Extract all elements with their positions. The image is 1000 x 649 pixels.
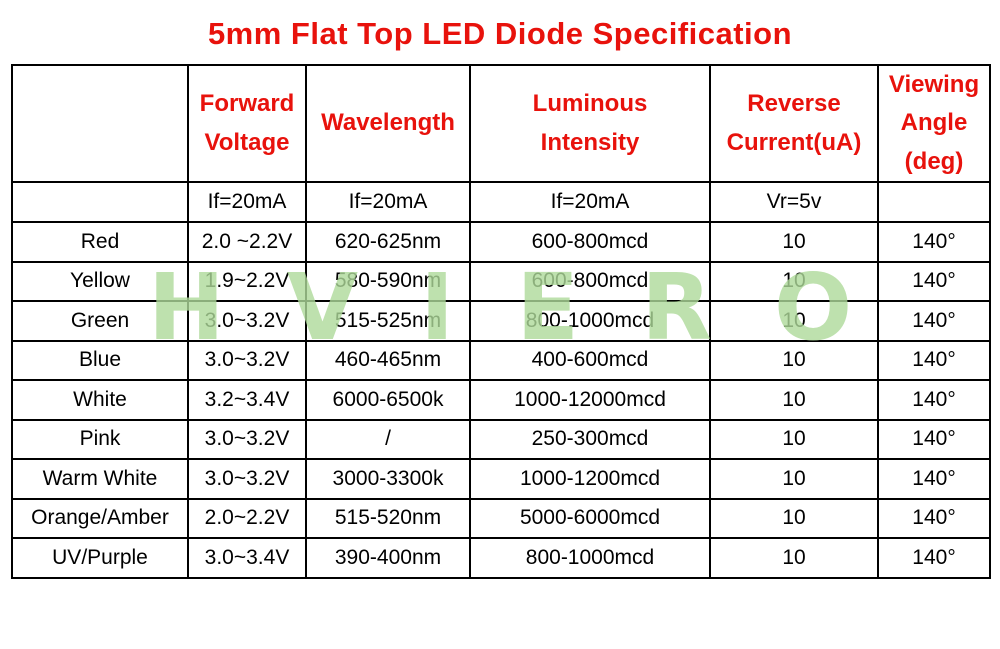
value-cell: 10 xyxy=(709,537,879,579)
table-row: Yellow 1.9~2.2V 580-590nm 600-800mcd 10 140° xyxy=(11,260,991,303)
value-cell: 2.0~2.2V xyxy=(187,497,307,540)
condition-cell-reverse-current: Vr=5v xyxy=(709,181,879,224)
value-cell: 390-400nm xyxy=(305,537,471,579)
value-cell: 140° xyxy=(877,221,991,263)
condition-cell-luminous-intensity: If=20mA xyxy=(469,181,711,224)
value-cell: 10 xyxy=(709,260,879,303)
table-row: Blue 3.0~3.2V 460-465nm 400-600mcd 10 140° xyxy=(11,339,991,382)
value-cell: 580-590nm xyxy=(305,260,471,303)
table-row: Red 2.0 ~2.2V 620-625nm 600-800mcd 10 140° xyxy=(11,221,991,263)
value-cell: 140° xyxy=(877,418,991,461)
condition-cell-empty xyxy=(11,181,189,224)
row-label-cell: Yellow xyxy=(11,260,189,303)
value-cell: 10 xyxy=(709,458,879,500)
header-cell-empty xyxy=(11,63,189,184)
value-cell: 140° xyxy=(877,497,991,540)
value-cell: / xyxy=(305,418,471,461)
value-cell: 5000-6000mcd xyxy=(469,497,711,540)
header-cell-viewing-angle: Viewing Angle (deg) xyxy=(877,63,991,184)
header-row-conditions: If=20mA If=20mA If=20mA Vr=5v xyxy=(11,181,991,224)
value-cell: 3000-3300k xyxy=(305,458,471,500)
spec-table-body: Red 2.0 ~2.2V 620-625nm 600-800mcd 10 140° Yel… xyxy=(11,221,991,579)
row-label-cell: Warm White xyxy=(11,458,189,500)
value-cell: 1000-12000mcd xyxy=(469,379,711,421)
table-row: Green 3.0~3.2V 515-525nm 800-1000mcd 10 140° xyxy=(11,300,991,342)
value-cell: 620-625nm xyxy=(305,221,471,263)
value-cell: 140° xyxy=(877,458,991,500)
value-cell: 6000-6500k xyxy=(305,379,471,421)
value-cell: 1.9~2.2V xyxy=(187,260,307,303)
spec-table: Forward Voltage Wavelength Luminous Inte… xyxy=(11,63,991,579)
value-cell: 140° xyxy=(877,379,991,421)
value-cell: 3.0~3.2V xyxy=(187,458,307,500)
condition-cell-forward-voltage: If=20mA xyxy=(187,181,307,224)
page: 5mm Flat Top LED Diode Specification For… xyxy=(0,16,1000,649)
value-cell: 2.0 ~2.2V xyxy=(187,221,307,263)
value-cell: 140° xyxy=(877,300,991,342)
header-cell-reverse-current: Reverse Current(uA) xyxy=(709,63,879,184)
value-cell: 10 xyxy=(709,339,879,382)
row-label-cell: Red xyxy=(11,221,189,263)
value-cell: 10 xyxy=(709,418,879,461)
header-cell-wavelength: Wavelength xyxy=(305,63,471,184)
value-cell: 800-1000mcd xyxy=(469,300,711,342)
value-cell: 10 xyxy=(709,497,879,540)
value-cell: 3.2~3.4V xyxy=(187,379,307,421)
value-cell: 10 xyxy=(709,300,879,342)
table-row: Warm White 3.0~3.2V 3000-3300k 1000-1200mcd… xyxy=(11,458,991,500)
value-cell: 250-300mcd xyxy=(469,418,711,461)
header-cell-forward-voltage: Forward Voltage xyxy=(187,63,307,184)
value-cell: 400-600mcd xyxy=(469,339,711,382)
table-row: Orange/Amber 2.0~2.2V 515-520nm 5000-6000mc… xyxy=(11,497,991,540)
row-label-cell: Pink xyxy=(11,418,189,461)
value-cell: 3.0~3.2V xyxy=(187,418,307,461)
value-cell: 800-1000mcd xyxy=(469,537,711,579)
value-cell: 1000-1200mcd xyxy=(469,458,711,500)
value-cell: 600-800mcd xyxy=(469,260,711,303)
condition-cell-viewing-angle xyxy=(877,181,991,224)
header-cell-luminous-intensity: Luminous Intensity xyxy=(469,63,711,184)
row-label-cell: Blue xyxy=(11,339,189,382)
value-cell: 10 xyxy=(709,221,879,263)
value-cell: 3.0~3.4V xyxy=(187,537,307,579)
table-row: UV/Purple 3.0~3.4V 390-400nm 800-1000mcd 10 1… xyxy=(11,537,991,579)
spec-table-container: Forward Voltage Wavelength Luminous Inte… xyxy=(11,63,991,579)
row-label-cell: Orange/Amber xyxy=(11,497,189,540)
value-cell: 10 xyxy=(709,379,879,421)
table-row: Pink 3.0~3.2V/250-300mcd 10 140° xyxy=(11,418,991,461)
value-cell: 460-465nm xyxy=(305,339,471,382)
value-cell: 140° xyxy=(877,537,991,579)
table-row: White 3.2~3.4V 6000-6500k 1000-12000mcd 10 14… xyxy=(11,379,991,421)
value-cell: 140° xyxy=(877,260,991,303)
value-cell: 3.0~3.2V xyxy=(187,339,307,382)
header-row-titles: Forward Voltage Wavelength Luminous Inte… xyxy=(11,63,991,184)
row-label-cell: White xyxy=(11,379,189,421)
value-cell: 515-525nm xyxy=(305,300,471,342)
value-cell: 515-520nm xyxy=(305,497,471,540)
row-label-cell: UV/Purple xyxy=(11,537,189,579)
value-cell: 140° xyxy=(877,339,991,382)
condition-cell-wavelength: If=20mA xyxy=(305,181,471,224)
row-label-cell: Green xyxy=(11,300,189,342)
page-title: 5mm Flat Top LED Diode Specification xyxy=(207,16,793,51)
value-cell: 600-800mcd xyxy=(469,221,711,263)
value-cell: 3.0~3.2V xyxy=(187,300,307,342)
